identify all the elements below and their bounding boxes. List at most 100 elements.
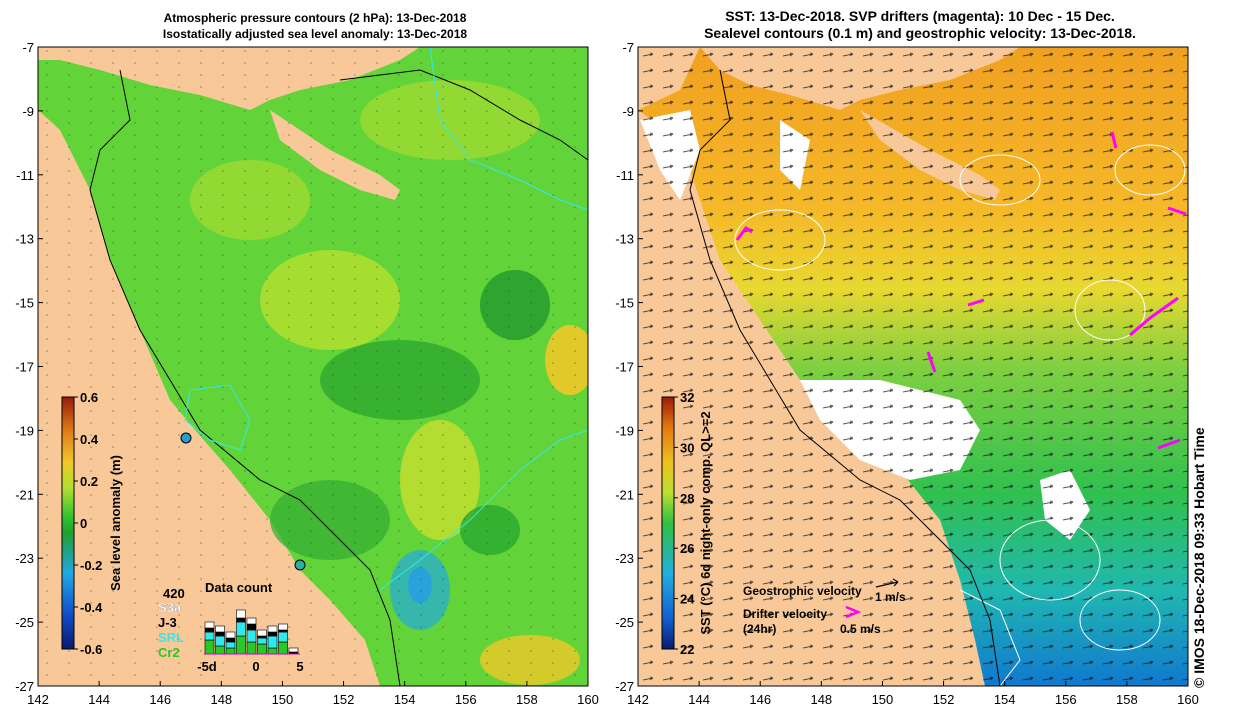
drifter-tracks: [735, 131, 1187, 450]
data-count-bar-segment: [278, 631, 288, 643]
data-count-source-srl: SRL: [158, 630, 184, 645]
right-lon-tick-label: 148: [810, 692, 832, 707]
right-lon-tick-label: 146: [749, 692, 771, 707]
sla-colorbar-tick-label: 0.6: [80, 390, 98, 405]
pressure-contour: [339, 69, 588, 161]
right-lon-tick-label: 150: [872, 692, 894, 707]
left-lon-tick-label: 154: [394, 692, 416, 707]
sea-level-contour: [184, 384, 251, 451]
sla-colorbar-tick-label: -0.4: [80, 600, 103, 615]
drifter-scale-value: 0.5 m/s: [840, 622, 881, 636]
data-count-bar-segment: [288, 647, 299, 653]
right-lat-tick-label: -21: [615, 487, 634, 502]
left-lat-tick-label: -15: [15, 296, 34, 311]
sla-colorbar-label: Sea level anomaly (m): [108, 455, 123, 591]
geostrophic-scale-value: 1 m/s: [875, 590, 906, 604]
sla-colorbar-tick-label: -0.6: [80, 642, 102, 657]
left-lon-tick-label: 152: [333, 692, 355, 707]
sla-colorbar-tick-label: 0: [80, 516, 87, 531]
data-count-bar-segment: [257, 643, 267, 655]
right-lat-tick-label: -25: [615, 615, 634, 630]
data-count-xtick-label: 0: [252, 659, 259, 674]
sea-level-contour: [379, 429, 588, 591]
data-count-bar-segment: [204, 631, 215, 641]
sst-colorbar-tick-label: 32: [680, 390, 694, 405]
right-lat-tick-label: -7: [622, 40, 634, 55]
right-lon-tick-label: 152: [933, 692, 955, 707]
sla-colorbar-gradient: [61, 396, 75, 650]
sla-map: [38, 47, 588, 686]
sst-colorbar-tick-label: 30: [680, 440, 694, 455]
right-lat-tick-label: -9: [622, 104, 634, 119]
data-count-bar-segment: [236, 609, 246, 619]
geostrophic-velocity-label: Geostrophic velocity: [743, 584, 862, 598]
left-lat-tick-label: -11: [16, 168, 34, 183]
data-count-bar-segment: [278, 623, 288, 631]
data-count-bar-segment: [267, 631, 278, 637]
data-count-source-j3: J-3: [158, 615, 177, 630]
data-count-bar-segment: [215, 625, 225, 633]
left-lon-tick-label: 156: [455, 692, 477, 707]
data-count-bar-segment: [246, 623, 257, 631]
right-lon-tick-label: 142: [627, 692, 649, 707]
data-count-bar-segment: [215, 645, 225, 655]
data-count-bar-segment: [215, 631, 225, 637]
left-lon-tick-label: 160: [577, 692, 599, 707]
right-title-line2: Sealevel contours (0.1 m) and geostrophi…: [704, 25, 1136, 41]
left-lat-tick-label: -7: [22, 40, 34, 55]
data-count-title: Data count: [205, 580, 273, 595]
data-count-bar-segment: [204, 639, 215, 655]
right-lat-tick-label: -27: [615, 679, 634, 694]
left-lat-tick-label: -17: [15, 360, 34, 375]
left-lat-tick-label: -27: [15, 679, 34, 694]
left-title-line2: Isostatically adjusted sea level anomaly…: [162, 27, 468, 41]
right-lon-tick-label: 156: [1055, 692, 1077, 707]
right-map-title: SST: 13-Dec-2018. SVP drifters (magenta)…: [640, 8, 1200, 42]
sst-colorbar-tick-label: 24: [680, 592, 695, 607]
data-count-xticks: -5d 0 5: [197, 659, 303, 674]
left-lon-tick-label: 150: [272, 692, 294, 707]
data-count-bar-segment: [204, 627, 215, 633]
geostrophic-scale-arrow: [875, 578, 899, 588]
tide-gauge-marker: [180, 432, 192, 444]
sst-colorbar-tick-label: 28: [680, 491, 694, 506]
left-lon-tick-label: 144: [88, 692, 110, 707]
left-lon-tick-label: 142: [27, 692, 49, 707]
data-count-bar-segment: [204, 621, 215, 629]
right-lon-tick-label: 158: [1116, 692, 1138, 707]
right-lon-tick-label: 144: [688, 692, 710, 707]
data-count-bar-segment: [215, 635, 225, 647]
data-count-max: 420: [163, 586, 185, 601]
tide-gauge-marker: [294, 559, 306, 571]
left-lat-tick-label: -25: [15, 615, 34, 630]
sla-colorbar-tick-label: 0.2: [80, 474, 98, 489]
sst-colorbar-ticks: 32 30 28 26 24 22: [674, 390, 695, 657]
data-count-bar-segment: [267, 647, 278, 655]
drifter-scale-arrow: [845, 605, 862, 619]
right-lon-tick-label: 154: [994, 692, 1016, 707]
data-count-bar-segment: [267, 625, 278, 633]
data-count-bar-segment: [236, 635, 246, 655]
right-lon-tick-label: 160: [1177, 692, 1199, 707]
right-title-line1: SST: 13-Dec-2018. SVP drifters (magenta)…: [725, 8, 1115, 24]
data-count-bar-segment: [278, 641, 288, 655]
data-count-bar-segment: [225, 637, 236, 643]
sst-colorbar-label: SST (°C) 6d night-only comp. QL>=2: [698, 411, 713, 634]
left-lon-tick-label: 148: [210, 692, 232, 707]
data-count-bar-segment: [257, 629, 267, 637]
right-lat-tick-label: -23: [615, 551, 634, 566]
sla-colorbar: [61, 396, 75, 650]
geostrophic-velocity-arrows: [638, 47, 1188, 686]
data-count-bar-segment: [225, 631, 236, 639]
right-lat-tick-label: -17: [615, 360, 634, 375]
sst-colorbar-tick-label: 26: [680, 541, 694, 556]
left-lat-tick-label: -9: [22, 104, 34, 119]
sst-map: [638, 47, 1188, 686]
right-lat-tick-label: -19: [615, 423, 634, 438]
data-count-bars: [204, 609, 299, 655]
sst-colorbar-gradient: [661, 396, 675, 650]
